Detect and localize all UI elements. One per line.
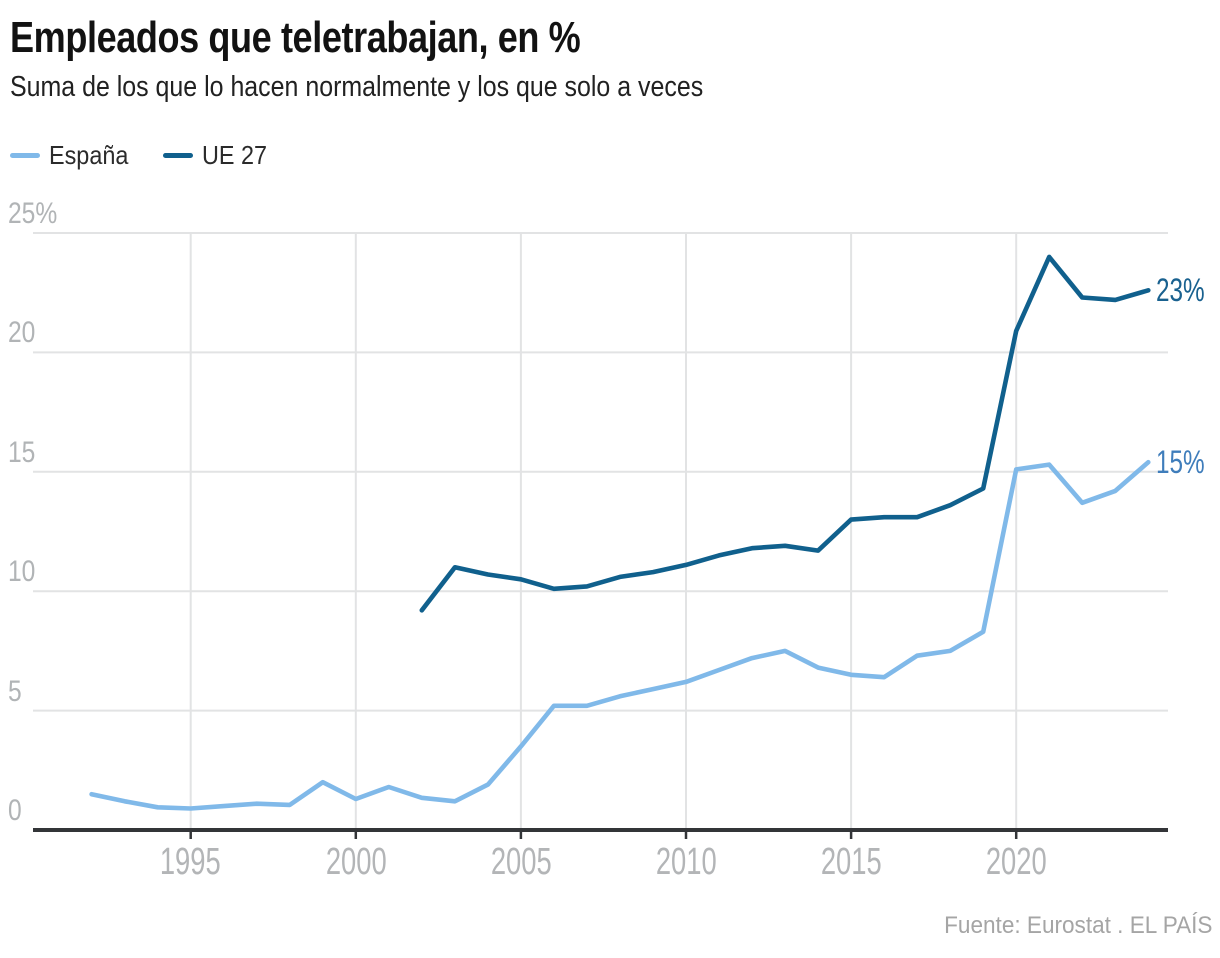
ue27-line: [419, 254, 1151, 613]
data-lines: [89, 254, 1151, 811]
x-axis-label: 2000: [325, 841, 387, 883]
y-axis-label: 25%: [8, 197, 58, 230]
x-axis-label: 2010: [655, 841, 717, 883]
x-axis-label: 2020: [985, 841, 1047, 883]
ue27-end-value-label: 23%: [1156, 272, 1205, 309]
x-axis-label: 2015: [820, 841, 882, 883]
y-axis-label: 10: [8, 555, 36, 589]
x-axis-label: 2005: [490, 841, 552, 883]
legend-item-ue27: UE 27: [163, 140, 274, 171]
legend-label-espana: España: [49, 140, 129, 170]
y-axis-label: 20: [8, 316, 36, 350]
y-axis-label: 5: [8, 674, 22, 708]
espana-line: [89, 459, 1151, 811]
chart-title: Empleados que teletrabajan, en %: [10, 13, 581, 62]
ue27-line-swatch: [163, 153, 194, 158]
source-credit: Fuente: Eurostat . EL PAÍS: [943, 912, 1212, 939]
espana-line-swatch: [10, 153, 40, 158]
legend: España UE 27: [10, 140, 274, 171]
x-axis-ticks: [189, 832, 1018, 839]
vertical-gridlines: [189, 233, 1018, 828]
espana-end-value-label: 15%: [1156, 444, 1205, 481]
y-axis-label: 15: [8, 435, 36, 469]
legend-label-ue27: UE 27: [202, 140, 268, 170]
x-axis-label: 1995: [160, 841, 222, 883]
y-axis-label: 0: [8, 794, 22, 827]
legend-item-espana: España: [10, 140, 137, 171]
horizontal-gridlines: [33, 232, 1168, 712]
chart-subtitle: Suma de los que lo hacen normalmente y l…: [10, 71, 704, 103]
